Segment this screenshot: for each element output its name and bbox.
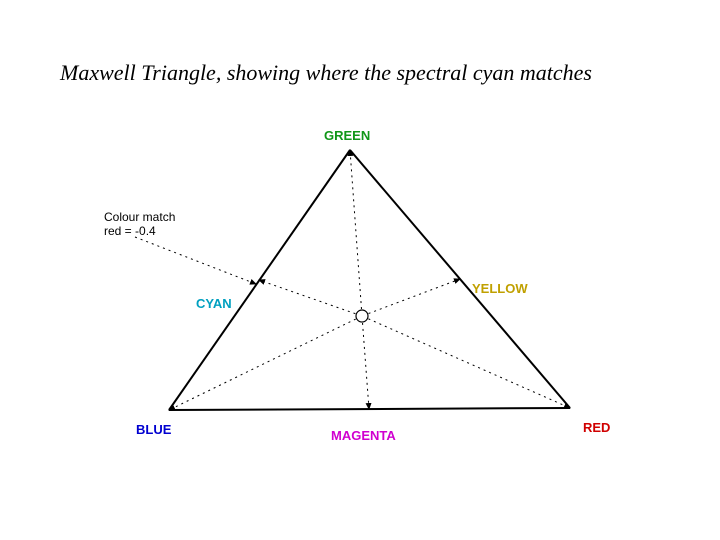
label-cyan: CYAN	[196, 296, 232, 311]
label-blue: BLUE	[136, 422, 171, 437]
label-red: RED	[583, 420, 610, 435]
label-green: GREEN	[324, 128, 370, 143]
colour-match-line1: Colour match	[104, 210, 175, 224]
label-magenta: MAGENTA	[331, 428, 396, 443]
colour-match-annotation: Colour match red = -0.4	[104, 210, 175, 238]
maxwell-triangle-svg	[0, 0, 720, 540]
label-yellow: YELLOW	[472, 281, 528, 296]
colour-match-line2: red = -0.4	[104, 224, 175, 238]
